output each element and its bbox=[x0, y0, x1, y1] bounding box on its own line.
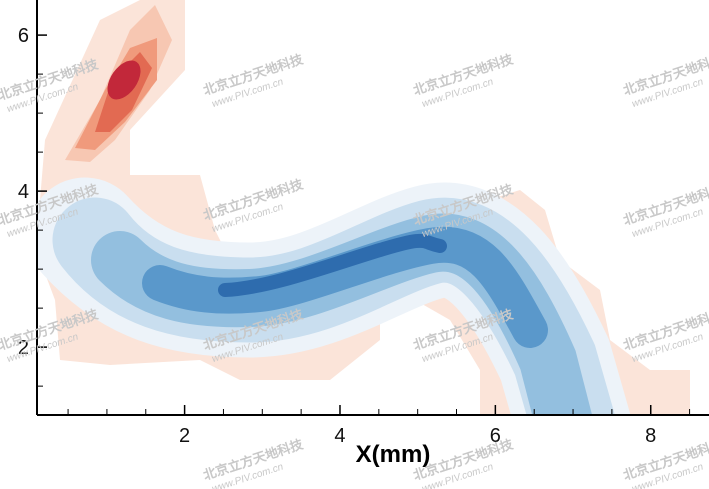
y-tick-label: 2 bbox=[18, 337, 29, 359]
contour-region bbox=[142, 226, 548, 348]
x-tick-label: 2 bbox=[179, 425, 190, 447]
y-tick-label: 6 bbox=[18, 25, 29, 47]
x-tick-label: 8 bbox=[645, 425, 656, 447]
contour-region bbox=[218, 233, 447, 297]
x-tick-label: 6 bbox=[490, 425, 501, 447]
x-axis-title: X(mm) bbox=[356, 441, 431, 468]
contour-region bbox=[107, 60, 141, 100]
contour-field bbox=[37, 0, 690, 415]
x-tick-label: 4 bbox=[334, 425, 345, 447]
y-tick-label: 4 bbox=[18, 181, 29, 203]
